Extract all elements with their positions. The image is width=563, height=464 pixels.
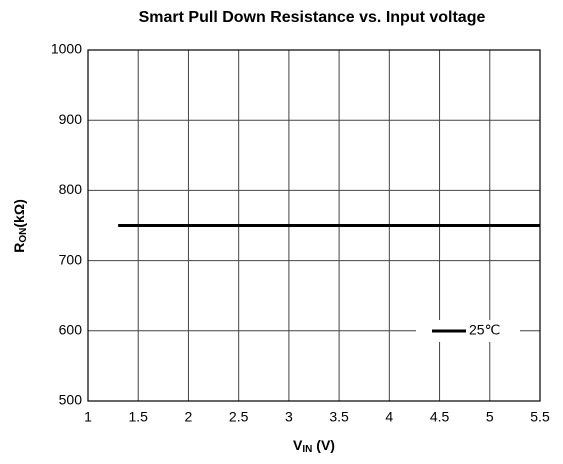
- chart-title: Smart Pull Down Resistance vs. Input vol…: [139, 9, 486, 26]
- y-axis-label: RON(kΩ): [11, 199, 29, 252]
- x-tick-label: 1.5: [128, 409, 148, 425]
- x-tick-label: 3: [285, 409, 293, 425]
- x-tick-label: 4: [385, 409, 393, 425]
- y-tick-label: 1000: [51, 41, 82, 57]
- y-label-main: R: [11, 243, 27, 253]
- y-tick-label: 600: [59, 322, 83, 338]
- x-axis-label: VIN (V): [293, 437, 335, 455]
- legend-label: 25℃: [469, 322, 500, 338]
- y-label-unit: (kΩ): [11, 199, 27, 227]
- y-tick-label: 700: [59, 251, 83, 267]
- x-tick-label: 2.5: [229, 409, 249, 425]
- x-label-sub: IN: [302, 444, 312, 455]
- legend-box: [416, 320, 520, 342]
- y-tick-label: 900: [59, 111, 83, 127]
- x-tick-label: 3.5: [329, 409, 349, 425]
- x-tick-label: 5.5: [530, 409, 550, 425]
- x-tick-label: 2: [185, 409, 193, 425]
- x-label-main: V: [293, 437, 303, 453]
- y-tick-label: 500: [59, 392, 83, 408]
- x-tick-label: 1: [84, 409, 92, 425]
- y-label-sub: ON: [18, 228, 29, 243]
- x-tick-label: 4.5: [430, 409, 450, 425]
- x-label-unit: (V): [312, 437, 335, 453]
- x-tick-label: 5: [486, 409, 494, 425]
- y-tick-label: 800: [59, 181, 83, 197]
